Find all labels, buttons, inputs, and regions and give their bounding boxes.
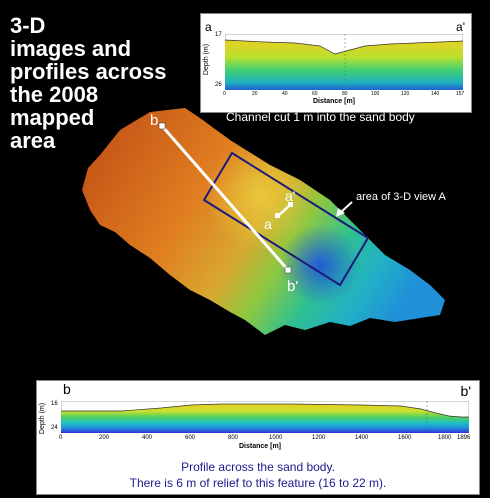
- bottom-profile-plot: [61, 401, 469, 433]
- top-profile-label-a: a: [205, 20, 212, 34]
- bottom-profile-xtick-9: 1800: [438, 435, 452, 441]
- bottom-profile-xtick-7: 1400: [355, 435, 369, 441]
- bottom-profile-xtick-5: 1000: [269, 435, 283, 441]
- bottom-caption-line-1: Profile across the sand body.: [181, 460, 335, 474]
- top-profile-xlabel: Distance [m]: [313, 98, 356, 105]
- top-profile-xtick-0: 0: [223, 91, 226, 97]
- top-profile-panel: a a' Depth (m) 17 26 0 20 40 60 80 100 1…: [200, 13, 472, 113]
- title-line-2: images and: [10, 36, 132, 61]
- bottom-profile-label-b-prime: b': [460, 383, 471, 399]
- title-line-6: area: [10, 128, 56, 153]
- top-profile-xtick-2: 40: [282, 91, 288, 97]
- top-profile-label-a-prime: a': [456, 20, 465, 34]
- title-line-3: profiles across: [10, 59, 167, 84]
- top-profile-xtick-5: 100: [371, 91, 380, 97]
- profile-b-end-marker: [284, 266, 292, 274]
- top-profile-xtick-1: 20: [252, 91, 258, 97]
- bottom-profile-panel: b b' Depth (m) 16 24 0 200 400 600 800 1…: [36, 380, 480, 495]
- map-label-a: a: [264, 216, 272, 232]
- bottom-caption-line-2: There is 6 m of relief to this feature (…: [129, 476, 387, 490]
- title-line-5: mapped: [10, 105, 95, 130]
- bottom-profile-ytick-bottom: 24: [51, 425, 58, 431]
- top-profile-ytick-top: 17: [215, 32, 222, 38]
- bottom-profile-xtick-4: 800: [228, 435, 239, 441]
- profile-line-b: [160, 125, 290, 271]
- bottom-profile-xtick-6: 1200: [312, 435, 326, 441]
- top-profile-xtick-6: 120: [401, 91, 410, 97]
- map-label-a-prime: a': [285, 188, 296, 204]
- view-a-arrowhead: [336, 208, 345, 217]
- top-profile-xtick-8: 157: [456, 91, 465, 97]
- map-label-b-prime: b': [287, 278, 299, 295]
- profile-a-end-marker: [288, 202, 293, 207]
- bottom-profile-xlabel: Distance [m]: [239, 443, 282, 450]
- map-label-b: b: [150, 112, 159, 129]
- bottom-profile-label-b: b: [63, 381, 71, 397]
- top-profile-caption: Channel cut 1 m into the sand body: [226, 110, 415, 124]
- top-profile-plot: [225, 34, 463, 90]
- top-profile-xtick-4: 80: [342, 91, 348, 97]
- view-a-label: area of 3-D view A: [356, 191, 446, 203]
- top-profile-ylabel: Depth (m): [203, 43, 211, 76]
- bottom-profile-ylabel: Depth (m): [39, 402, 47, 435]
- bottom-profile-xtick-10: 1896: [457, 435, 471, 441]
- title-line-1: 3-D: [10, 13, 46, 38]
- bottom-profile-ytick-top: 16: [51, 401, 58, 407]
- bottom-profile-xtick-2: 400: [142, 435, 153, 441]
- bottom-profile-xtick-0: 0: [59, 435, 63, 441]
- bottom-profile-xtick-3: 600: [185, 435, 196, 441]
- bottom-profile-caption: Profile across the sand body. There is 6…: [37, 459, 479, 491]
- figure-title: 3-D images and profiles across the 2008 …: [10, 14, 200, 152]
- profile-b-start-marker: [158, 122, 166, 130]
- top-profile-xtick-7: 140: [431, 91, 440, 97]
- top-profile-xtick-3: 60: [312, 91, 318, 97]
- bottom-profile-xtick-1: 200: [99, 435, 110, 441]
- title-line-4: the 2008: [10, 82, 99, 107]
- bottom-profile-xtick-8: 1600: [398, 435, 412, 441]
- top-profile-ytick-bottom: 26: [215, 82, 222, 88]
- profile-a-start-marker: [275, 213, 280, 218]
